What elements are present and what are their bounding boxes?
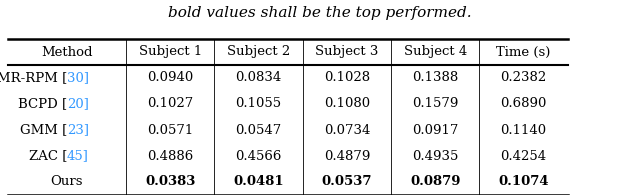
Text: 0.0734: 0.0734 — [324, 123, 370, 136]
Text: 0.4879: 0.4879 — [324, 150, 370, 162]
Text: 0.0537: 0.0537 — [322, 176, 372, 189]
Text: Ours: Ours — [51, 176, 83, 189]
Text: 23]: 23] — [67, 123, 89, 136]
Text: 0.0481: 0.0481 — [233, 176, 284, 189]
Text: bold values shall be the top performed.: bold values shall be the top performed. — [168, 6, 472, 20]
Text: 0.1028: 0.1028 — [324, 72, 370, 84]
Text: 0.1579: 0.1579 — [412, 98, 458, 111]
Text: 0.6890: 0.6890 — [500, 98, 547, 111]
Text: 0.4886: 0.4886 — [147, 150, 193, 162]
Text: 0.1055: 0.1055 — [236, 98, 282, 111]
Text: 0.0940: 0.0940 — [147, 72, 193, 84]
Text: 0.4254: 0.4254 — [500, 150, 547, 162]
Text: 0.1388: 0.1388 — [412, 72, 458, 84]
Text: 30]: 30] — [67, 72, 89, 84]
Text: Subject 4: Subject 4 — [404, 45, 467, 58]
Text: Method: Method — [41, 45, 93, 58]
Text: 0.0879: 0.0879 — [410, 176, 460, 189]
Text: 0.0917: 0.0917 — [412, 123, 458, 136]
Text: BCPD [: BCPD [ — [18, 98, 67, 111]
Text: 0.0834: 0.0834 — [236, 72, 282, 84]
Text: 0.0383: 0.0383 — [145, 176, 195, 189]
Text: 0.4566: 0.4566 — [236, 150, 282, 162]
Text: Subject 1: Subject 1 — [139, 45, 202, 58]
Text: 0.1140: 0.1140 — [500, 123, 547, 136]
Text: Subject 2: Subject 2 — [227, 45, 290, 58]
Text: 0.0571: 0.0571 — [147, 123, 193, 136]
Text: 0.1080: 0.1080 — [324, 98, 370, 111]
Text: Time (s): Time (s) — [497, 45, 550, 58]
Text: 0.4935: 0.4935 — [412, 150, 458, 162]
Text: ZAC [: ZAC [ — [29, 150, 67, 162]
Text: 20]: 20] — [67, 98, 89, 111]
Text: Subject 3: Subject 3 — [315, 45, 379, 58]
Text: GMM [: GMM [ — [20, 123, 67, 136]
Text: 0.1074: 0.1074 — [498, 176, 549, 189]
Text: 0.0547: 0.0547 — [236, 123, 282, 136]
Text: 0.1027: 0.1027 — [147, 98, 193, 111]
Text: MR-RPM [: MR-RPM [ — [0, 72, 67, 84]
Text: 0.2382: 0.2382 — [500, 72, 547, 84]
Text: 45]: 45] — [67, 150, 89, 162]
